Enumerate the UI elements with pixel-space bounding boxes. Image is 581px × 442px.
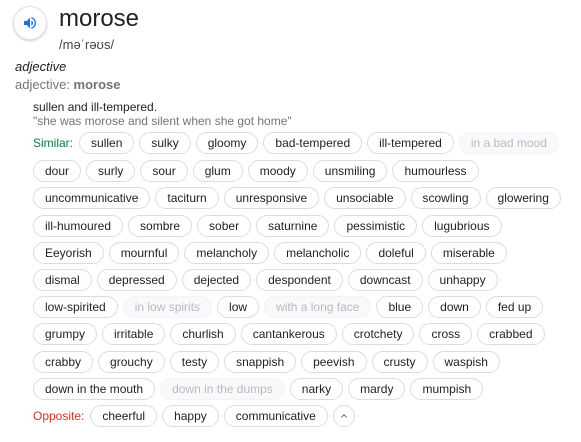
similar-chip[interactable]: crotchety	[341, 323, 415, 345]
similar-chip[interactable]: down in the mouth	[33, 378, 156, 400]
similar-chip[interactable]: waspish	[432, 351, 500, 373]
pronunciation-button[interactable]	[13, 6, 47, 40]
similar-chip[interactable]: pessimistic	[334, 215, 418, 237]
similar-row: grumpy irritable churlish cantankerous c…	[33, 322, 545, 346]
definition: sullen and ill-tempered.	[33, 100, 158, 114]
similar-chip-muted: in a bad mood	[458, 132, 559, 154]
similar-row: Similar: sullen sulky gloomy bad-tempere…	[33, 131, 559, 155]
similar-chip[interactable]: dour	[33, 160, 82, 182]
speaker-icon	[24, 17, 36, 29]
similar-chip[interactable]: crabby	[33, 351, 94, 373]
similar-chip[interactable]: mumpish	[410, 378, 484, 400]
similar-row: Eeyorish mournful melancholy melancholic…	[33, 241, 507, 265]
opposite-chip[interactable]: cheerful	[90, 405, 158, 427]
similar-row: crabby grouchy testy snappish peevish cr…	[33, 350, 500, 374]
similar-chip[interactable]: cross	[419, 323, 473, 345]
similar-chip[interactable]: low-spirited	[33, 296, 118, 318]
similar-chip[interactable]: glowering	[485, 187, 561, 209]
collapse-synonyms-button[interactable]	[332, 405, 355, 427]
similar-chip[interactable]: ill-tempered	[367, 132, 454, 154]
similar-chip[interactable]: depressed	[96, 269, 177, 291]
similar-chip[interactable]: doleful	[366, 242, 426, 264]
part-of-speech-line: adjective: morose	[15, 77, 121, 92]
similar-row: dour surly sour glum moody unsmiling hum…	[33, 159, 479, 183]
similar-row: uncommunicative taciturn unresponsive un…	[33, 186, 561, 210]
similar-chip[interactable]: melancholy	[184, 242, 270, 264]
similar-chip[interactable]: lugubrious	[422, 215, 502, 237]
similar-chip[interactable]: ill-humoured	[33, 215, 124, 237]
headword: morose	[59, 5, 140, 32]
similar-chip[interactable]: melancholic	[274, 242, 362, 264]
similar-chip[interactable]: downcast	[347, 269, 423, 291]
similar-chip[interactable]: testy	[169, 351, 220, 373]
similar-chip[interactable]: mournful	[108, 242, 180, 264]
similar-chip[interactable]: unsociable	[324, 187, 406, 209]
similar-chip[interactable]: sour	[140, 160, 188, 182]
similar-chip[interactable]: gloomy	[195, 132, 259, 154]
opposite-row: Opposite: cheerful happy communicative	[33, 404, 355, 428]
similar-chip[interactable]: dismal	[33, 269, 92, 291]
similar-row: low-spirited in low spirits low with a l…	[33, 295, 544, 319]
similar-row: ill-humoured sombre sober saturnine pess…	[33, 214, 502, 238]
similar-chip[interactable]: dejected	[181, 269, 252, 291]
part-of-speech: adjective	[15, 59, 67, 74]
similar-chip[interactable]: mardy	[348, 378, 406, 400]
similar-chip[interactable]: bad-tempered	[263, 132, 363, 154]
similar-chip[interactable]: glum	[192, 160, 243, 182]
similar-chip[interactable]: peevish	[301, 351, 367, 373]
similar-chip[interactable]: unresponsive	[223, 187, 320, 209]
similar-chip[interactable]: narky	[289, 378, 344, 400]
similar-chip[interactable]: despondent	[256, 269, 343, 291]
similar-chip-muted: with a long face	[264, 296, 372, 318]
entry-header: morose /məˈrəʊs/	[12, 5, 572, 52]
opposite-label: Opposite:	[33, 409, 85, 423]
similar-chip[interactable]: churlish	[170, 323, 236, 345]
similar-chip[interactable]: down	[428, 296, 481, 318]
similar-chip[interactable]: crabbed	[477, 323, 545, 345]
example-sentence: "she was morose and silent when she got …	[33, 114, 292, 128]
similar-chip[interactable]: fed up	[485, 296, 544, 318]
similar-chip[interactable]: scowling	[410, 187, 481, 209]
similar-chip[interactable]: miserable	[430, 242, 507, 264]
pos-prefix: adjective:	[15, 77, 74, 92]
opposite-chip[interactable]: happy	[162, 405, 219, 427]
similar-chip[interactable]: surly	[86, 160, 136, 182]
similar-chip[interactable]: crusty	[371, 351, 428, 373]
similar-row: dismal depressed dejected despondent dow…	[33, 268, 498, 292]
phonetic-transcription: /məˈrəʊs/	[59, 37, 115, 52]
similar-chip[interactable]: sulky	[139, 132, 191, 154]
opposite-chip[interactable]: communicative	[223, 405, 328, 427]
similar-chip-muted: in low spirits	[122, 296, 213, 318]
similar-chip[interactable]: humourless	[392, 160, 479, 182]
similar-chip[interactable]: irritable	[102, 323, 166, 345]
similar-chip[interactable]: sombre	[128, 215, 193, 237]
similar-chip[interactable]: unsmiling	[312, 160, 388, 182]
similar-chip[interactable]: sullen	[79, 132, 135, 154]
similar-row: down in the mouth down in the dumps nark…	[33, 377, 484, 401]
similar-chip[interactable]: Eeyorish	[33, 242, 104, 264]
similar-chip[interactable]: low	[217, 296, 260, 318]
similar-chip[interactable]: blue	[376, 296, 424, 318]
similar-chip[interactable]: grouchy	[98, 351, 165, 373]
similar-chip[interactable]: sober	[197, 215, 252, 237]
chevron-up-icon	[340, 414, 347, 418]
similar-label: Similar:	[33, 136, 74, 150]
similar-chip[interactable]: uncommunicative	[33, 187, 151, 209]
similar-chip[interactable]: taciturn	[155, 187, 219, 209]
similar-chip[interactable]: saturnine	[256, 215, 330, 237]
similar-chip[interactable]: cantankerous	[240, 323, 337, 345]
similar-chip-muted: down in the dumps	[160, 378, 285, 400]
similar-chip[interactable]: grumpy	[33, 323, 98, 345]
similar-chip[interactable]: unhappy	[427, 269, 498, 291]
similar-chip[interactable]: snappish	[224, 351, 297, 373]
similar-chip[interactable]: moody	[247, 160, 308, 182]
pos-word: morose	[73, 77, 121, 92]
